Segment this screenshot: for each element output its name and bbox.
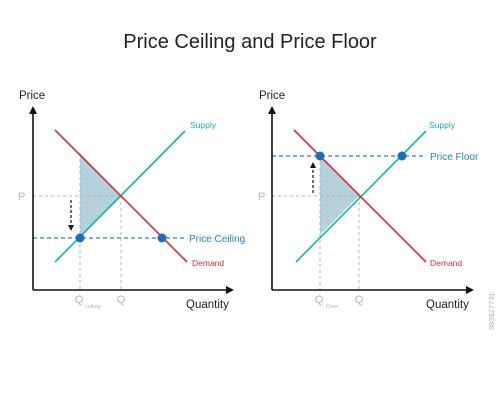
- floor-demand-dot: [315, 151, 325, 161]
- ceiling-supply-dot: [75, 233, 85, 243]
- price-floor-label: Price Floor: [430, 152, 479, 163]
- equilibrium-quantity-tick: Q: [117, 294, 126, 306]
- watermark-id: 983527731: [487, 292, 496, 330]
- ceiling-demand-dot: [157, 233, 167, 243]
- y-axis-label: Price: [259, 90, 285, 102]
- demand-label: Demand: [192, 258, 224, 268]
- x-axis-label: Quantity: [426, 299, 469, 311]
- y-axis-label: Price: [19, 90, 45, 102]
- supply-curve: [54, 130, 186, 263]
- equilibrium-price-tick: P: [258, 191, 265, 203]
- demand-curve: [293, 129, 427, 263]
- price-ceiling-panel: Price Quantity Supply Demand Price Ceili…: [18, 90, 245, 311]
- x-axis-label: Quantity: [186, 299, 229, 311]
- supply-label: Supply: [190, 120, 217, 130]
- demand-label: Demand: [430, 258, 462, 268]
- price-ceiling-label: Price Ceiling: [189, 234, 245, 245]
- ceiling-quantity-tick: Q: [75, 294, 84, 306]
- price-floor-panel: Price Quantity Supply Demand Price Floor…: [258, 90, 479, 311]
- floor-supply-dot: [397, 151, 407, 161]
- floor-quantity-subscript: Floor: [326, 304, 339, 310]
- equilibrium-price-tick: P: [18, 191, 25, 203]
- ceiling-quantity-subscript: ceiling: [85, 304, 101, 310]
- diagram-title: Price Ceiling and Price Floor: [123, 31, 377, 53]
- supply-label: Supply: [429, 120, 456, 130]
- equilibrium-quantity-tick: Q: [355, 294, 364, 306]
- floor-quantity-tick: Q: [315, 294, 324, 306]
